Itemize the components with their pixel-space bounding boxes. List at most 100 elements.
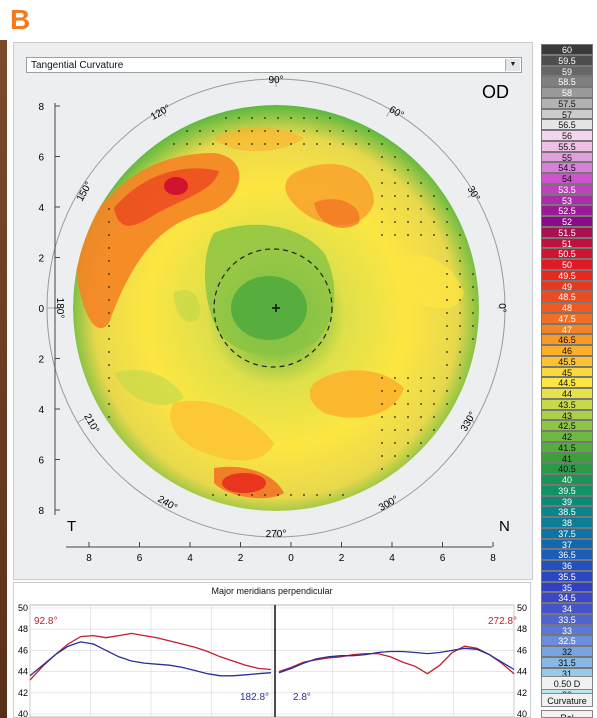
angle-label-0: 0° bbox=[496, 303, 507, 313]
grid-dot bbox=[108, 299, 110, 301]
grid-dot bbox=[459, 234, 461, 236]
grid-dot bbox=[277, 143, 279, 145]
grid-dot bbox=[407, 442, 409, 444]
scale-cell: 33.5 bbox=[541, 613, 593, 625]
grid-dot bbox=[407, 208, 409, 210]
map-type-select[interactable]: Tangential Curvature ▼ bbox=[26, 57, 522, 73]
map-type-value: Tangential Curvature bbox=[31, 60, 124, 71]
grid-dot bbox=[108, 325, 110, 327]
grid-dot bbox=[225, 143, 227, 145]
grid-dot bbox=[290, 117, 292, 119]
grid-dot bbox=[459, 338, 461, 340]
meridian-label-bottom-left: 182.8° bbox=[240, 692, 269, 703]
grid-dot bbox=[212, 143, 214, 145]
scale-cell: 45 bbox=[541, 366, 593, 378]
grid-dot bbox=[290, 494, 292, 496]
scale-cell: 46 bbox=[541, 345, 593, 356]
grid-dot bbox=[433, 390, 435, 392]
grid-dot bbox=[342, 494, 344, 496]
x-axis-ticks: 8 6 4 2 0 2 4 6 8 bbox=[86, 542, 496, 564]
grid-dot bbox=[108, 260, 110, 262]
angle-label-150: 150° bbox=[75, 180, 95, 203]
profile-svg: 50 48 46 44 42 40 50 48 46 44 42 40 92.8° 272.8° 1… bbox=[18, 603, 527, 717]
grid-dot bbox=[420, 208, 422, 210]
grid-dot bbox=[381, 182, 383, 184]
scale-cell: 51 bbox=[541, 237, 593, 249]
angle-label-240: 240° bbox=[156, 494, 179, 514]
grid-dot bbox=[433, 195, 435, 197]
grid-dot bbox=[108, 390, 110, 392]
grid-dot bbox=[446, 312, 448, 314]
grid-dot bbox=[407, 429, 409, 431]
x-tick-label: 8 bbox=[86, 553, 92, 564]
grid-dot bbox=[394, 455, 396, 457]
grid-dot bbox=[459, 312, 461, 314]
grid-dot bbox=[316, 130, 318, 132]
grid-dot bbox=[108, 221, 110, 223]
profile-y-label-right: 46 bbox=[517, 645, 527, 655]
grid-dot bbox=[316, 494, 318, 496]
grid-dot bbox=[459, 273, 461, 275]
grid-dot bbox=[381, 429, 383, 431]
chevron-down-icon[interactable]: ▼ bbox=[505, 59, 520, 71]
scale-cell: 55.5 bbox=[541, 140, 593, 152]
grid-dot bbox=[459, 260, 461, 262]
grid-dot bbox=[407, 182, 409, 184]
grid-dot bbox=[472, 312, 474, 314]
scale-cell: 56 bbox=[541, 130, 593, 141]
grid-dot bbox=[381, 442, 383, 444]
scale-cell: 44.5 bbox=[541, 377, 593, 388]
curvature-button[interactable]: Curvature bbox=[541, 693, 593, 707]
scale-cell: 59.5 bbox=[541, 54, 593, 66]
grid-dot bbox=[251, 117, 253, 119]
grid-dot bbox=[108, 377, 110, 379]
scale-cell: 53 bbox=[541, 194, 593, 206]
x-tick-label: 2 bbox=[238, 553, 244, 564]
nasal-label: N bbox=[499, 518, 510, 535]
grid-dot bbox=[446, 351, 448, 353]
grid-dot bbox=[472, 299, 474, 301]
scale-cell: 38 bbox=[541, 517, 593, 528]
scale-cell: 57.5 bbox=[541, 97, 593, 109]
scale-cell: 37 bbox=[541, 538, 593, 550]
grid-dot bbox=[420, 403, 422, 405]
grid-dot bbox=[251, 130, 253, 132]
step-button[interactable]: 0.50 D bbox=[541, 676, 593, 690]
grid-dot bbox=[173, 143, 175, 145]
profile-y-label-right: 48 bbox=[517, 624, 527, 634]
profile-panel: Major meridians perpendicular 50 48 46 44 42… bbox=[13, 582, 531, 718]
grid-dot bbox=[329, 494, 331, 496]
grid-dot bbox=[303, 130, 305, 132]
profile-y-ticks-left: 50 48 46 44 42 40 bbox=[18, 603, 28, 717]
scale-cell: 36 bbox=[541, 560, 593, 571]
grid-dot bbox=[433, 403, 435, 405]
profile-y-label-left: 46 bbox=[18, 645, 28, 655]
grid-dot bbox=[108, 286, 110, 288]
center-crosshair bbox=[272, 304, 280, 312]
grid-dot bbox=[407, 195, 409, 197]
grid-dot bbox=[407, 403, 409, 405]
grid-dot bbox=[329, 143, 331, 145]
scale-cell: 41.5 bbox=[541, 441, 593, 453]
grid-dot bbox=[277, 130, 279, 132]
x-tick-label: 6 bbox=[440, 553, 446, 564]
x-tick-label: 8 bbox=[490, 553, 496, 564]
grid-dot bbox=[394, 169, 396, 171]
grid-dot bbox=[186, 143, 188, 145]
x-tick-label: 4 bbox=[389, 553, 395, 564]
y-axis-ticks: 8 6 4 2 0 2 4 6 8 bbox=[38, 102, 60, 517]
grid-dot bbox=[446, 247, 448, 249]
grid-dot bbox=[290, 130, 292, 132]
grid-dot bbox=[264, 494, 266, 496]
grid-dot bbox=[407, 169, 409, 171]
grid-dot bbox=[394, 416, 396, 418]
rel-button[interactable]: Rel bbox=[541, 710, 593, 718]
scale-cell: 44 bbox=[541, 388, 593, 399]
scale-cell: 59 bbox=[541, 65, 593, 77]
grid-dot bbox=[433, 416, 435, 418]
scale-cell: 42 bbox=[541, 431, 593, 442]
grid-dot bbox=[342, 130, 344, 132]
grid-dot bbox=[394, 156, 396, 158]
grid-dot bbox=[251, 494, 253, 496]
profile-grid bbox=[29, 605, 515, 717]
